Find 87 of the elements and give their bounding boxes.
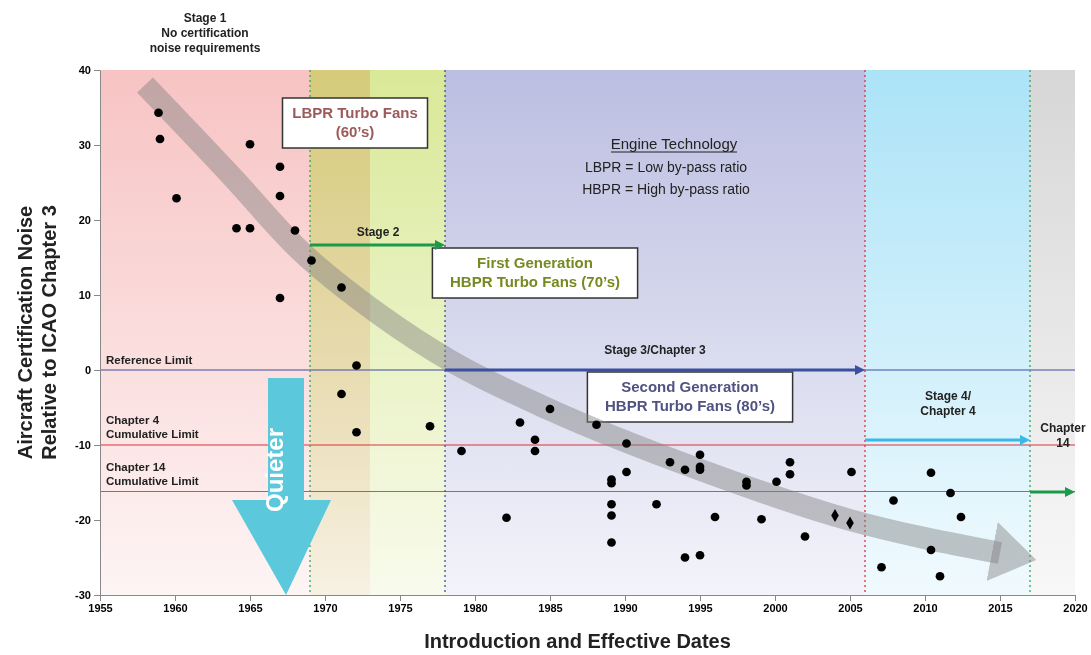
annotation: Stage 2 (356, 225, 400, 239)
annotation: LBPR = Low by-pass ratio (584, 159, 748, 175)
point (515, 418, 525, 427)
x-tick-label: 1990 (613, 601, 638, 614)
point (245, 223, 255, 233)
x-tick-label: 1980 (463, 601, 488, 614)
y-tick-label: 20 (78, 214, 91, 227)
x-tick-label: 1960 (163, 601, 188, 614)
text: Stage 1 No certification noise requirements (149, 11, 261, 55)
x-tick-label: 1965 (238, 601, 263, 614)
point (337, 389, 346, 399)
y-tick-label: 10 (78, 289, 91, 302)
point (757, 514, 766, 524)
x-tick-label: 2000 (763, 601, 788, 614)
point (154, 108, 163, 118)
point (622, 467, 631, 477)
point (926, 468, 936, 478)
x-tick-label: 2015 (988, 601, 1013, 614)
point (232, 223, 241, 233)
point (502, 513, 511, 523)
point (337, 283, 346, 292)
point (172, 193, 181, 203)
annotation: Chapter 14 (1040, 421, 1086, 450)
band-label: First Generation HBPR Turbo Fans (70’s) (449, 254, 621, 290)
point (352, 427, 361, 437)
annotation: Quieter (261, 427, 288, 513)
point (425, 421, 435, 431)
x-tick-label: 2005 (838, 601, 863, 614)
y-tick-label: 30 (78, 139, 91, 152)
x-tick-label: 2020 (1063, 601, 1088, 614)
x-tick-label: 2010 (913, 601, 938, 614)
x-tick-label: 1955 (88, 601, 113, 614)
point (695, 550, 705, 560)
point (275, 162, 285, 172)
point (607, 538, 616, 547)
point (695, 450, 705, 460)
y-tick-label: 0 (84, 364, 91, 377)
point (607, 499, 616, 509)
point (710, 512, 720, 522)
point (772, 477, 781, 487)
ref-line-label: Reference Limit (106, 354, 193, 366)
annotation: Stage 4/ Chapter 4 (920, 389, 976, 418)
point (352, 361, 361, 370)
point (680, 465, 690, 475)
point (877, 562, 886, 572)
point (592, 420, 601, 430)
y-tick-label: -10 (75, 439, 91, 452)
point (530, 435, 540, 445)
point (290, 226, 300, 235)
point (800, 532, 810, 541)
band-label: Second Generation HBPR Turbo Fans (80’s) (604, 378, 776, 414)
point (607, 511, 616, 520)
point (652, 499, 661, 509)
point (545, 404, 555, 414)
point (785, 457, 795, 467)
point (665, 457, 675, 467)
point (307, 256, 316, 265)
ref-line-label: Chapter 14 Cumulative Limit (106, 460, 199, 487)
annotation: HBPR = High by-pass ratio (582, 181, 751, 197)
point (457, 446, 466, 456)
x-tick-label: 1970 (313, 601, 338, 614)
point (847, 467, 856, 477)
annotation: Stage 3/Chapter 3 (604, 343, 707, 357)
y-tick-label: 40 (78, 64, 91, 77)
point (889, 496, 898, 505)
point (622, 439, 631, 448)
x-tick-label: 1995 (688, 601, 713, 614)
point (946, 488, 955, 498)
x-tick-label: 1985 (538, 601, 563, 614)
point (926, 545, 936, 555)
point (275, 293, 285, 303)
y-axis-title: Aircraft Certification Noise Relative to ICAO Chapter 3 (14, 205, 60, 460)
point (956, 512, 966, 522)
ref-line-label: Chapter 4 Cumulative Limit (106, 414, 199, 441)
y-tick-label: -20 (75, 514, 91, 527)
annotation: Engine Technology (610, 135, 738, 152)
point (530, 446, 540, 456)
point (155, 134, 165, 144)
point (245, 139, 255, 149)
point (785, 469, 795, 479)
band-label: LBPR Turbo Fans (60’s) (292, 104, 418, 140)
y-tick-label: -30 (75, 589, 91, 602)
point (935, 571, 945, 581)
x-axis-title: Introduction and Effective Dates (424, 630, 731, 652)
x-tick-label: 1975 (388, 601, 413, 614)
point (680, 553, 690, 562)
point (275, 191, 285, 201)
